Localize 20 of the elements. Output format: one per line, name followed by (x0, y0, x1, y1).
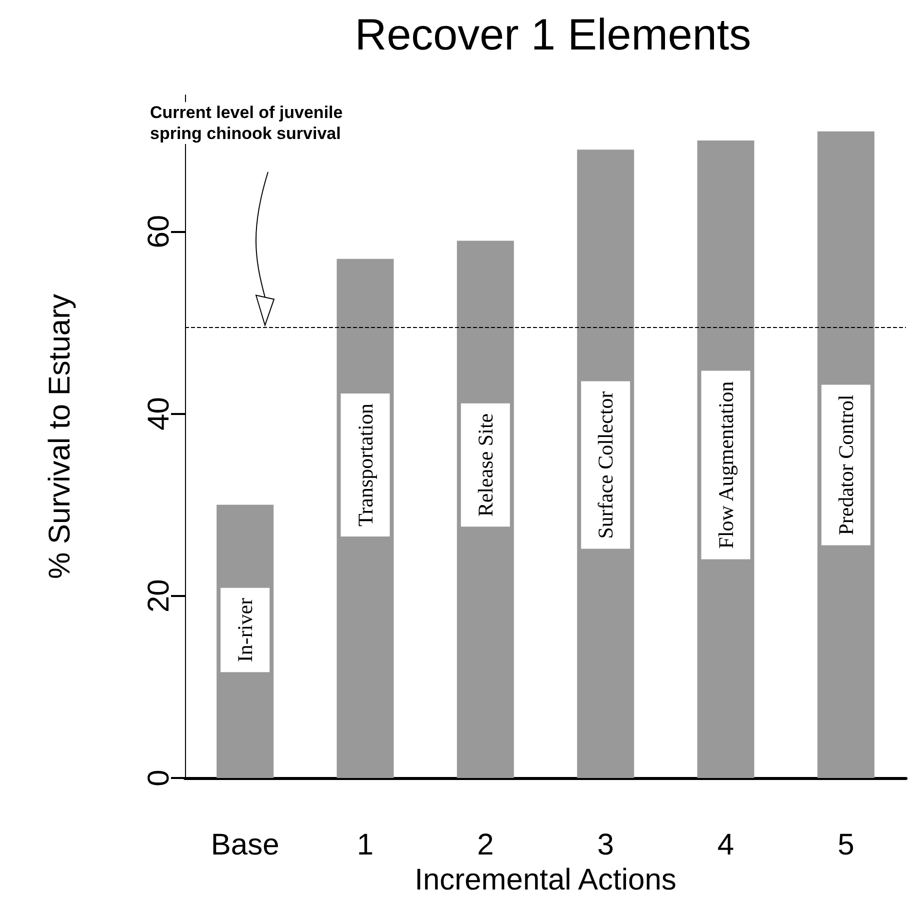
annotation: In-river (233, 598, 258, 662)
y-axis-title: % Survival to Estuary (44, 294, 76, 580)
ref-line-label: Current level of juvenile spring chinook survival (150, 103, 343, 143)
x-tick-label: 2 (477, 828, 494, 862)
annotation: Predator Control (834, 394, 858, 536)
y-tick-label: 40 (142, 397, 176, 430)
x-tick-label: Base (210, 828, 280, 862)
annotation: Flow Augmentation (714, 380, 738, 549)
y-tick-label: 60 (142, 214, 176, 248)
x-tick-label: 5 (838, 828, 854, 862)
y-tick-label: 20 (142, 579, 176, 613)
x-tick-label: 1 (356, 828, 374, 862)
chart-title: Recover 1 Elements (354, 10, 752, 60)
x-tick-label: 4 (717, 828, 734, 862)
x-tick-label: 3 (597, 828, 614, 862)
x-axis-title: Incremental Actions (414, 863, 676, 896)
y-tick-label: 0 (142, 770, 176, 786)
annotation: Transportation (353, 403, 378, 526)
annotation: Surface Collector (594, 391, 618, 539)
annotation: Release Site (473, 413, 498, 517)
